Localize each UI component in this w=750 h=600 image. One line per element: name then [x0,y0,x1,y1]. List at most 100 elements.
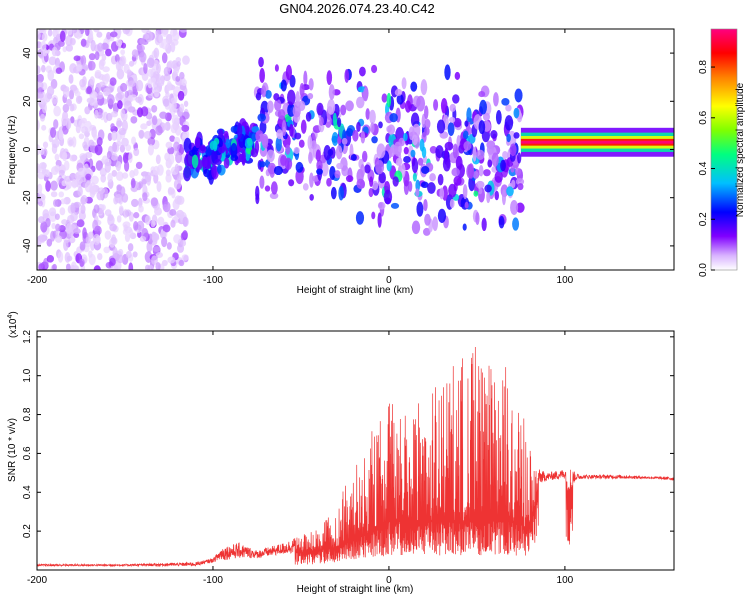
snr-marks [37,347,674,568]
spectrogram-blob [241,151,246,166]
spectrogram-blob [170,219,176,228]
spectrogram-blob [494,190,499,201]
spectrogram-blob [62,151,67,162]
spectrogram-blob [151,115,158,126]
spectrogram-blob [462,130,469,140]
spectrogram-blob [462,184,468,200]
spectrogram-blob [386,92,392,108]
spectrogram-blob [40,64,46,73]
colorbar-tick-label: 0.6 [698,110,709,124]
spectrogram-blob [41,162,47,174]
spectrogram-blob [62,103,70,113]
spectrogram-blob [377,212,382,228]
spectrogram-blob [125,250,132,259]
spectrogram-blob [147,144,154,156]
spectrogram-blob [422,227,431,236]
snr-y-tick-label: 0.2 [22,524,33,538]
spectrogram-blob [153,47,160,59]
spectrogram-blob [341,137,348,145]
spectrogram-blob [74,90,81,97]
spectrogram-blob [65,263,71,270]
spectrogram-blob [403,146,409,155]
spectrogram-blob [37,171,45,180]
chart-title: GN04.2026.074.23.40.C42 [279,1,434,16]
spectrogram-blob [115,171,124,181]
spectrogram-blob [85,173,92,181]
spectrogram-blob [255,193,260,205]
spectrogram-blob [390,202,400,209]
spectrogram-blob [80,55,87,67]
spectrogram-blob [69,154,78,162]
spectrogram-blob [250,148,259,158]
spectrogram-blob [89,145,96,153]
spectrogram-blob [455,155,463,171]
spectrogram-blob [298,100,306,112]
spectrogram-blob [479,99,487,115]
spectrogram-blob [110,123,115,130]
spectrogram-blob [264,185,271,192]
spectrogram-blob [106,150,112,160]
spectrogram-blob [280,79,287,92]
spectrogram-blob [38,263,45,270]
spectrogram-blob [75,95,83,105]
spectrogram-blob [294,132,302,140]
spectrogram-blob [332,112,337,126]
spectrogram-blob [442,156,451,172]
colorbar-tick-label: 0.8 [698,60,709,74]
spectrogram-blob [335,145,343,160]
spectrogram-blob [261,85,267,98]
spectrogram-blob [486,191,491,204]
spectrogram-blob [514,88,523,103]
spectrogram-blob [88,250,93,258]
spectrogram-blob [145,264,151,270]
spectrogram-blob [328,84,335,100]
spectrogram-blob [365,108,370,120]
spectrogram-blob [472,170,479,179]
spectrogram-blob [83,144,89,152]
spectrogram-blob [513,132,520,139]
spectrogram-blob [506,133,511,143]
spectrogram-blob [517,183,524,191]
spectrogram-blob [40,41,47,52]
spectrogram-blob [212,140,218,152]
spectrogram-blob [61,115,68,127]
spectrogram-blob [110,152,118,161]
spectrogram-blob [128,60,135,67]
spectrogram-blob [420,79,428,96]
spectrogram-blob [416,95,426,112]
snr-line [37,347,674,568]
spectrogram-blob [54,235,63,243]
spectrogram-blob [270,181,278,195]
spectrogram-blob [147,136,156,146]
spectrogram-blob [122,29,131,35]
spectrogram-blob [158,80,165,87]
spectrogram-blob [504,115,514,131]
spectrogram-blob [69,63,77,74]
spectrogram-blob [140,106,149,117]
spectrogram-blob [337,136,342,145]
spectrogram-band-layer [520,140,674,144]
spectrogram-blob [273,93,280,101]
spectrogram-blob [109,31,118,38]
spectrogram-blob [331,131,339,146]
spectrogram-blob [111,142,120,153]
spectrogram-blob [96,137,103,147]
spectrogram-blob [68,74,74,84]
spectrogram-blob [510,165,515,173]
spectrogram-blob [417,157,424,166]
spectrogram-blob [159,111,168,119]
spectrogram-blob [152,105,158,112]
spectrogram-blob [308,151,313,164]
spectrogram-blob [100,174,107,183]
spectrogram-blob [463,140,472,151]
spectrogram-blob [37,73,44,83]
spectrogram-blob [394,88,403,97]
spectrogram-blob [449,116,456,123]
spectrogram-blob [152,165,160,176]
spectrogram-blob [77,186,83,197]
spectrogram-blob [116,68,125,80]
spectrogram-blob [183,166,192,182]
spectrogram-blob [162,201,171,213]
spectrogram-blob [133,220,139,231]
spectrogram-marks [37,29,674,270]
